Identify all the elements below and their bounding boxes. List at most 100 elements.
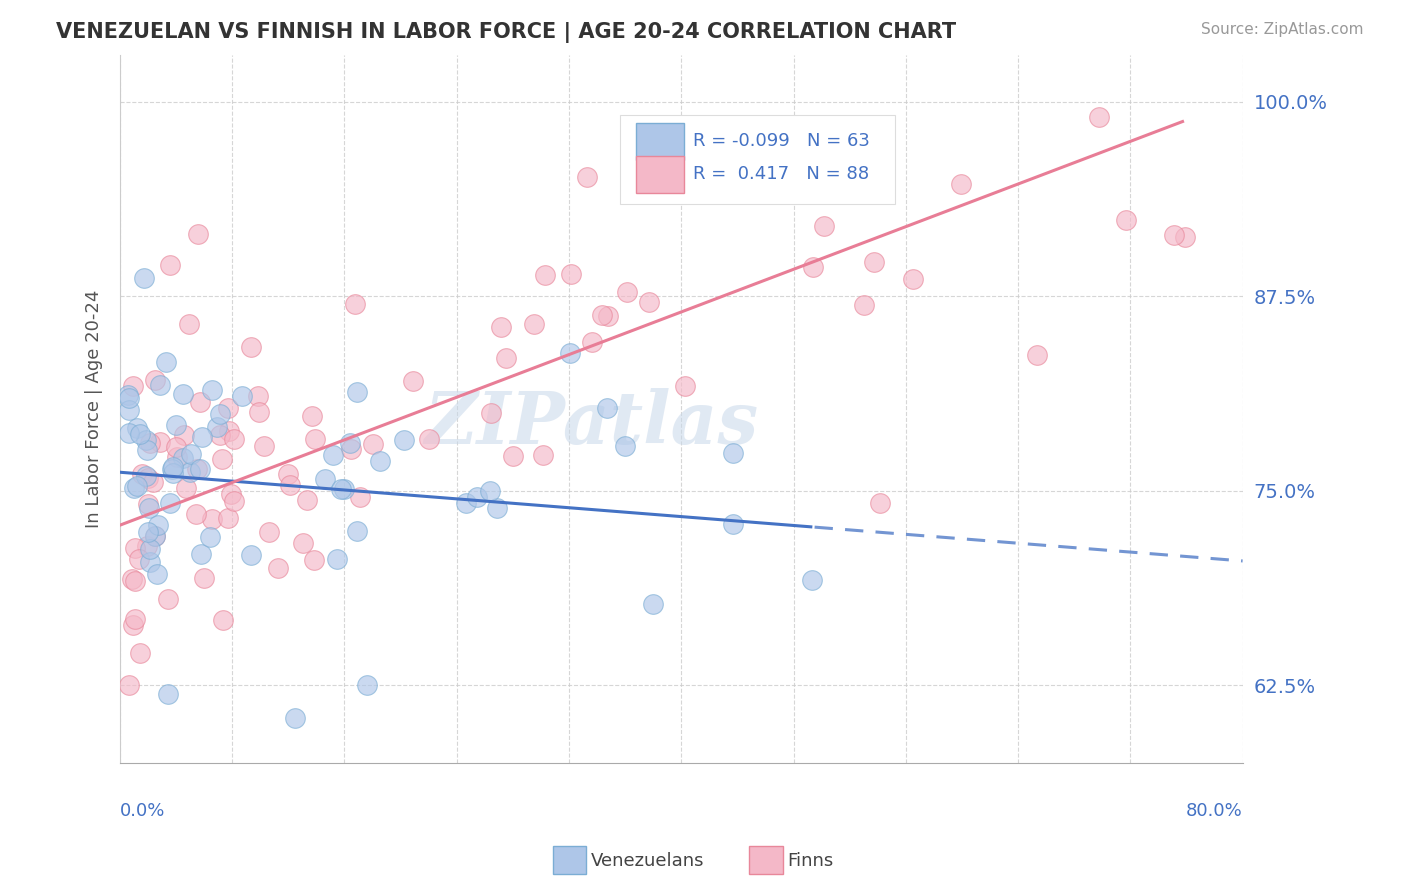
Point xyxy=(118,402,141,417)
Point xyxy=(454,496,477,510)
Point xyxy=(165,418,187,433)
Point xyxy=(596,401,619,415)
Point xyxy=(221,487,243,501)
Point xyxy=(201,512,224,526)
Point xyxy=(339,442,361,457)
Point xyxy=(136,497,159,511)
Point xyxy=(616,285,638,299)
Point xyxy=(813,219,835,233)
Point xyxy=(322,448,344,462)
Text: Venezuelans: Venezuelans xyxy=(591,852,704,870)
Point xyxy=(162,466,184,480)
Point xyxy=(179,317,201,331)
Point xyxy=(240,340,263,354)
Point xyxy=(143,529,166,543)
Point xyxy=(591,308,613,322)
Point xyxy=(304,553,326,567)
Point xyxy=(128,552,150,566)
Point xyxy=(191,430,214,444)
Point xyxy=(179,465,201,479)
Point xyxy=(159,496,181,510)
Point xyxy=(209,427,232,442)
Point xyxy=(479,484,502,499)
Point xyxy=(188,462,211,476)
Point xyxy=(124,541,146,555)
Point xyxy=(165,440,187,454)
Point xyxy=(531,448,554,462)
Point xyxy=(465,490,488,504)
Point xyxy=(638,295,661,310)
Text: ZIPatlas: ZIPatlas xyxy=(425,388,759,458)
Point xyxy=(149,434,172,449)
Point xyxy=(201,383,224,397)
Point xyxy=(127,421,149,435)
Point xyxy=(155,355,177,369)
Point xyxy=(146,566,169,581)
Point xyxy=(1163,228,1185,243)
Point xyxy=(162,459,184,474)
Point xyxy=(156,687,179,701)
Point xyxy=(479,406,502,420)
Point xyxy=(349,490,371,504)
Point xyxy=(333,482,356,496)
Point xyxy=(295,492,318,507)
Point xyxy=(495,351,517,366)
Point xyxy=(217,511,239,525)
Point xyxy=(278,477,301,491)
Text: 0.0%: 0.0% xyxy=(120,802,166,820)
Point xyxy=(132,271,155,285)
Point xyxy=(392,433,415,447)
Point xyxy=(745,136,768,150)
Point xyxy=(402,374,425,388)
Point xyxy=(356,678,378,692)
Point xyxy=(136,443,159,458)
Point xyxy=(135,469,157,483)
Point xyxy=(146,517,169,532)
Point xyxy=(136,539,159,553)
Point xyxy=(284,711,307,725)
Point xyxy=(124,574,146,588)
Text: 80.0%: 80.0% xyxy=(1185,802,1243,820)
Point xyxy=(160,462,183,476)
Point xyxy=(721,517,744,532)
Point xyxy=(247,389,270,403)
Point xyxy=(502,449,524,463)
Point xyxy=(641,597,664,611)
Point xyxy=(267,561,290,575)
Point xyxy=(212,613,235,627)
Point xyxy=(247,405,270,419)
Point xyxy=(533,268,555,283)
Point xyxy=(159,258,181,272)
Text: Finns: Finns xyxy=(787,852,834,870)
Point xyxy=(950,177,973,191)
Point xyxy=(186,462,208,476)
Point xyxy=(118,678,141,692)
Point xyxy=(291,536,314,550)
Point xyxy=(596,310,619,324)
Point xyxy=(330,482,353,496)
Text: R =  0.417   N = 88: R = 0.417 N = 88 xyxy=(693,165,869,183)
Point xyxy=(166,450,188,464)
Point xyxy=(209,407,232,421)
Point xyxy=(142,475,165,490)
Point xyxy=(187,227,209,242)
Point xyxy=(1115,213,1137,227)
Point xyxy=(862,255,884,269)
Point xyxy=(257,524,280,539)
Point xyxy=(344,297,367,311)
Text: R = -0.099   N = 63: R = -0.099 N = 63 xyxy=(693,132,869,150)
Point xyxy=(231,389,253,403)
Point xyxy=(314,472,336,486)
FancyBboxPatch shape xyxy=(637,156,683,194)
Point xyxy=(1025,349,1047,363)
FancyBboxPatch shape xyxy=(620,115,894,204)
Point xyxy=(853,298,876,312)
Point xyxy=(131,467,153,482)
Point xyxy=(838,161,860,175)
Point xyxy=(224,493,246,508)
Point xyxy=(124,612,146,626)
Point xyxy=(523,317,546,331)
Point xyxy=(346,385,368,400)
Point xyxy=(325,552,347,566)
Point xyxy=(174,481,197,495)
